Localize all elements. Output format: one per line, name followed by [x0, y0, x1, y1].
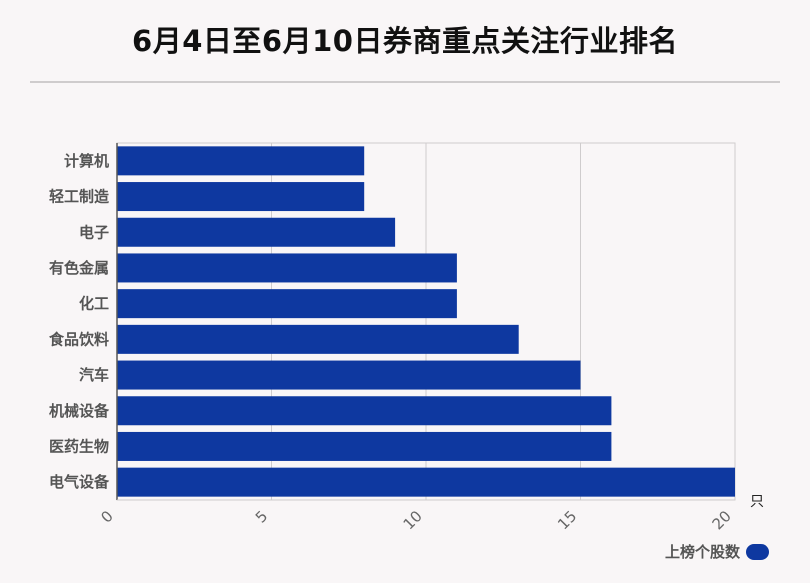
bar	[117, 253, 457, 283]
x-tick-label: 20	[709, 507, 735, 533]
legend[interactable]: 上榜个股数	[665, 541, 769, 562]
category-label: 机械设备	[49, 402, 110, 420]
category-label: 化工	[79, 295, 109, 313]
legend-label: 上榜个股数	[664, 543, 740, 561]
category-label: 汽车	[79, 366, 109, 384]
chart-title: 6月4日至6月10日券商重点关注行业排名	[132, 24, 678, 58]
category-label: 电子	[79, 223, 109, 241]
legend-swatch	[746, 543, 769, 560]
bar	[117, 360, 581, 390]
bar	[117, 289, 457, 319]
title-divider	[30, 81, 780, 83]
category-label: 电气设备	[49, 473, 110, 491]
x-tick-label: 15	[554, 507, 580, 533]
bar	[117, 146, 365, 176]
x-tick-label: 5	[252, 507, 271, 526]
category-label: 医药生物	[49, 437, 109, 455]
bar	[117, 324, 519, 354]
bar	[117, 467, 735, 497]
x-tick-label: 0	[97, 507, 116, 526]
category-label: 轻工制造	[49, 188, 109, 206]
x-tick-label: 10	[400, 507, 426, 533]
category-label: 有色金属	[49, 259, 109, 277]
x-unit-label: 只	[750, 494, 764, 510]
bar	[117, 182, 365, 212]
bar	[117, 217, 396, 247]
category-label: 计算机	[64, 152, 109, 170]
category-label: 食品饮料	[49, 330, 109, 348]
bar	[117, 396, 612, 426]
bar	[117, 431, 612, 461]
